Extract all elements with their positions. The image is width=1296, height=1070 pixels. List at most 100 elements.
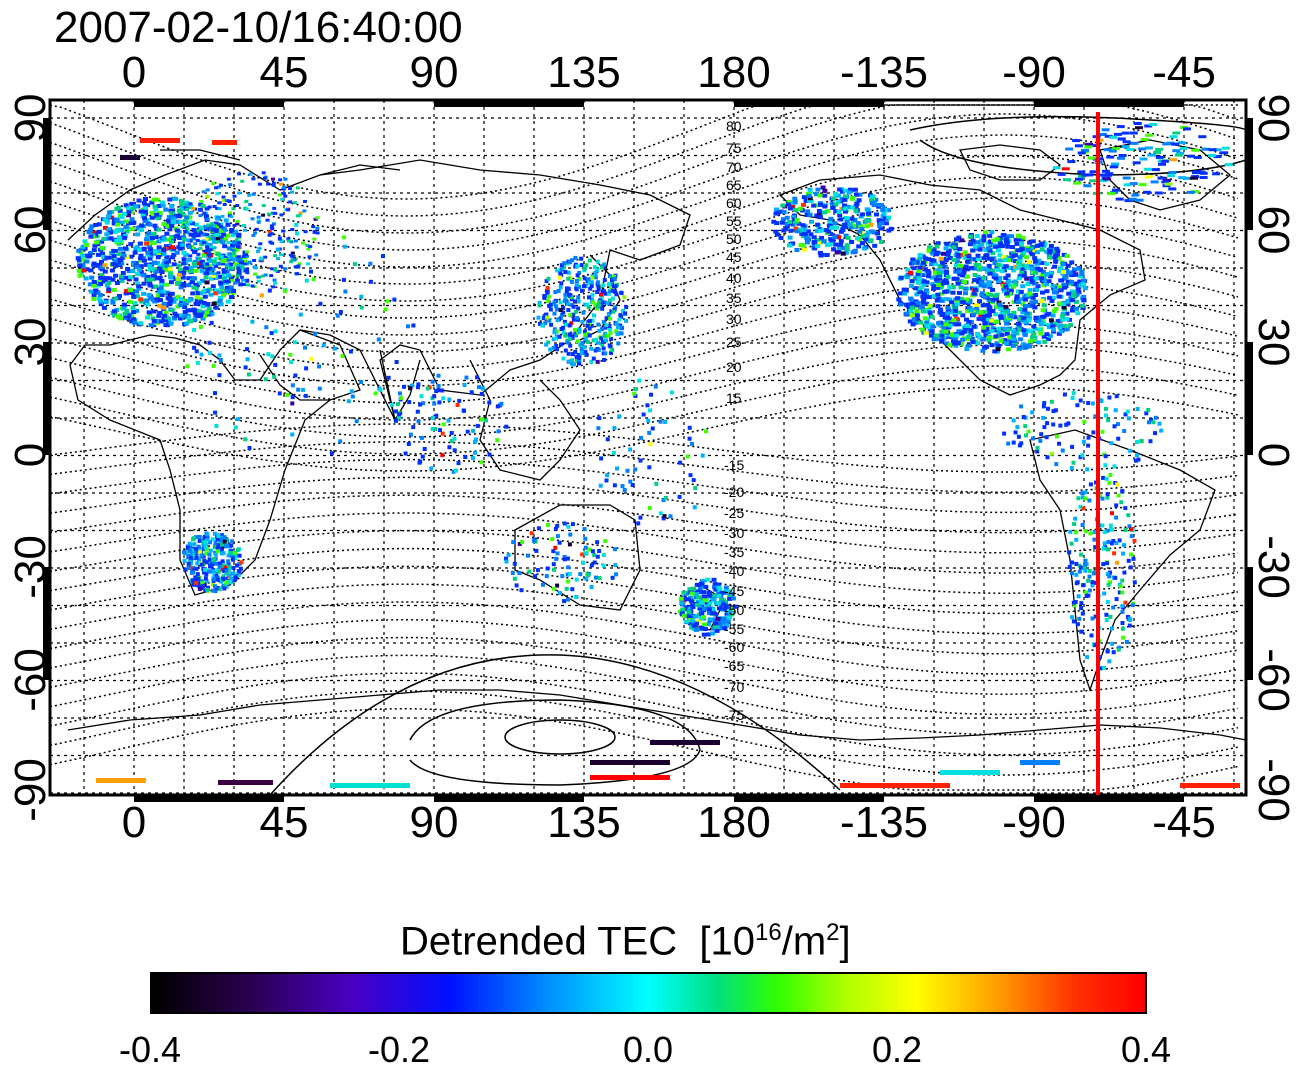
tec-point (922, 256, 928, 261)
tec-point (1114, 541, 1119, 545)
tec-point (565, 286, 569, 291)
tec-point (633, 387, 638, 392)
tec-point (455, 403, 460, 407)
tec-point (869, 201, 875, 206)
tec-point (558, 308, 563, 312)
colorbar-label-m04: -0.4 (118, 1029, 182, 1070)
tec-point (171, 237, 176, 242)
tec-point (986, 338, 992, 343)
tec-point (547, 318, 552, 323)
magnetic-contour (49, 565, 1239, 635)
tec-point (392, 297, 397, 302)
tec-point (159, 270, 165, 274)
tec-point (1108, 149, 1117, 153)
tec-point (610, 288, 615, 293)
tec-point (504, 424, 509, 429)
tec-point (1030, 303, 1036, 307)
tec-point (592, 553, 597, 558)
tec-point (1077, 170, 1086, 174)
tec-point (1116, 125, 1125, 129)
tec-point (198, 231, 203, 235)
tec-point (267, 230, 272, 234)
tec-point (1019, 270, 1025, 275)
tec-point (836, 210, 842, 214)
tec-point (717, 606, 722, 611)
tec-point (96, 296, 102, 301)
tec-point (181, 257, 187, 262)
tec-point (614, 572, 619, 577)
tec-point (223, 544, 228, 549)
tec-point (175, 219, 181, 224)
tec-point (1128, 448, 1133, 453)
tec-point (1157, 176, 1166, 180)
tec-point (886, 208, 892, 213)
tec-point (191, 228, 197, 232)
tec-point (1089, 170, 1098, 174)
tec-point (1028, 329, 1034, 334)
tec-point (791, 215, 796, 220)
tec-point (595, 282, 600, 287)
tec-point (1056, 294, 1062, 299)
tec-point (237, 191, 242, 195)
tec-point (224, 568, 229, 573)
tec-point (277, 391, 282, 396)
tec-point (157, 211, 163, 215)
tec-point (941, 325, 947, 330)
tec-point (1071, 391, 1076, 396)
tec-point (110, 300, 116, 305)
tec-point (430, 427, 435, 431)
tec-point (543, 313, 548, 318)
tec-point (980, 303, 986, 308)
tec-point (1007, 335, 1013, 340)
tec-point (282, 186, 287, 189)
tec-point (1129, 182, 1138, 186)
tec-point (1069, 260, 1075, 265)
tec-point (945, 274, 951, 279)
tec-point (784, 215, 790, 220)
tec-point (569, 279, 574, 284)
tec-point (1029, 300, 1035, 305)
tec-point (1102, 591, 1107, 596)
tec-point (441, 396, 446, 401)
tec-point (218, 296, 223, 300)
tec-point (199, 325, 203, 329)
tec-point (434, 413, 439, 418)
tec-point (155, 249, 161, 254)
tec-point (181, 283, 187, 288)
tec-point (564, 289, 569, 294)
tec-point (269, 232, 274, 236)
tec-point (555, 268, 560, 273)
tec-point (858, 223, 864, 228)
tec-point (718, 622, 724, 627)
tec-point (248, 203, 253, 206)
tec-point (197, 538, 202, 543)
tec-point (922, 267, 928, 272)
tec-point (911, 317, 917, 322)
tec-point (192, 250, 198, 255)
tec-point (1012, 259, 1018, 264)
tec-point (141, 258, 147, 263)
tec-point (987, 248, 993, 253)
tec-point (602, 278, 607, 282)
tec-point (251, 234, 256, 237)
tec-point (1038, 267, 1043, 272)
tec-point (217, 201, 222, 205)
tec-point (987, 309, 993, 314)
tec-point (774, 232, 780, 237)
tec-point (1023, 424, 1028, 429)
tec-point (243, 253, 248, 256)
tec-point (80, 263, 86, 268)
tec-point (1029, 279, 1035, 284)
tec-point (202, 288, 208, 293)
contour-label: 80 (726, 118, 742, 134)
tec-point (526, 553, 530, 558)
tec-point (1041, 334, 1047, 339)
tec-point (271, 181, 276, 185)
tec-point (517, 571, 522, 576)
tec-point (700, 453, 705, 458)
tec-point (96, 230, 102, 234)
tec-point (172, 296, 178, 301)
tec-point (563, 296, 568, 301)
tec-point (117, 208, 123, 213)
tec-point (773, 229, 779, 234)
